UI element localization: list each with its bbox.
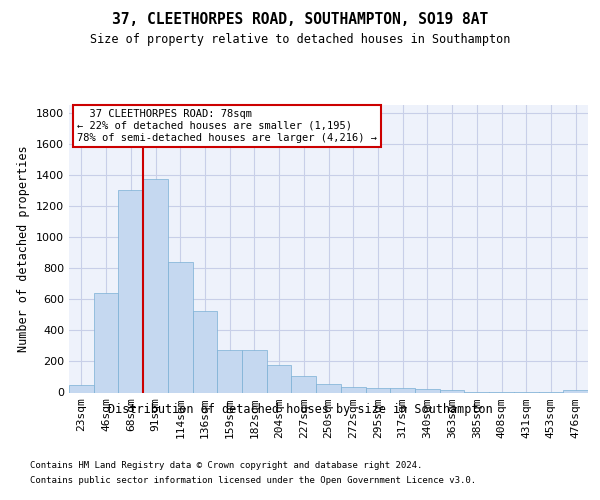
Text: 37, CLEETHORPES ROAD, SOUTHAMPTON, SO19 8AT: 37, CLEETHORPES ROAD, SOUTHAMPTON, SO19 …: [112, 12, 488, 28]
Bar: [415, 390, 440, 392]
Bar: [440, 390, 464, 392]
Bar: [193, 311, 217, 392]
Y-axis label: Number of detached properties: Number of detached properties: [17, 146, 31, 352]
Text: Contains HM Land Registry data © Crown copyright and database right 2024.: Contains HM Land Registry data © Crown c…: [30, 461, 422, 470]
Text: Contains public sector information licensed under the Open Government Licence v3: Contains public sector information licen…: [30, 476, 476, 485]
Bar: [563, 390, 588, 392]
Bar: [292, 376, 316, 392]
Bar: [94, 293, 118, 392]
Bar: [217, 350, 242, 393]
Text: Distribution of detached houses by size in Southampton: Distribution of detached houses by size …: [107, 402, 493, 415]
Bar: [341, 386, 365, 392]
Bar: [267, 366, 292, 392]
Bar: [390, 388, 415, 392]
Bar: [316, 384, 341, 392]
Bar: [118, 190, 143, 392]
Bar: [69, 384, 94, 392]
Bar: [168, 262, 193, 392]
Text: Size of property relative to detached houses in Southampton: Size of property relative to detached ho…: [90, 32, 510, 46]
Bar: [143, 179, 168, 392]
Bar: [242, 350, 267, 393]
Bar: [365, 388, 390, 392]
Text: 37 CLEETHORPES ROAD: 78sqm
← 22% of detached houses are smaller (1,195)
78% of s: 37 CLEETHORPES ROAD: 78sqm ← 22% of deta…: [77, 110, 377, 142]
